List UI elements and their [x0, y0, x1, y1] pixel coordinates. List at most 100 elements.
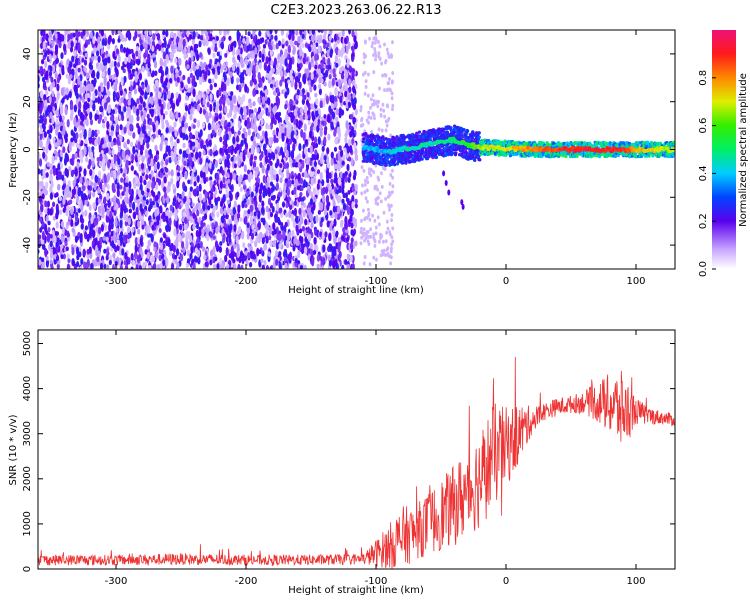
spectrogram-cell [215, 226, 219, 235]
spectrogram-cell [195, 151, 199, 160]
spectrogram-cell [207, 122, 211, 131]
spectrogram-cell [192, 30, 196, 40]
spectrogram-cell [90, 262, 94, 269]
spectrogram-cell [153, 246, 157, 252]
spectrogram-cell [279, 146, 284, 156]
spectrogram-cell [202, 171, 206, 180]
spectrogram-cell [97, 176, 101, 186]
spectrogram-cell [76, 261, 80, 268]
spectrogram-cell [304, 42, 309, 48]
spectrogram-cell [322, 256, 326, 266]
spectrogram-cell [293, 186, 297, 195]
spectrogram-cell [148, 191, 152, 198]
spectrogram-cell [251, 52, 255, 59]
spectrogram-cell [335, 62, 339, 68]
spectrogram-cell [97, 136, 101, 146]
spectrogram-cell [108, 104, 112, 111]
spectrogram-cell [262, 96, 266, 105]
spectrogram-cell [70, 169, 74, 178]
spectrogram-cell [184, 112, 188, 117]
spectrogram-cell [53, 149, 58, 155]
spectrogram-cell [127, 106, 131, 115]
spectrogram-cell [309, 242, 313, 250]
spectrogram-cell [344, 55, 348, 61]
spectrogram-cell [134, 75, 138, 83]
spectrogram-cell [131, 52, 136, 59]
spectrogram-cell [195, 146, 199, 152]
spectrogram-cell [327, 133, 331, 141]
spectrogram-cell [105, 231, 109, 237]
spectrogram-cell [307, 207, 311, 216]
spectrogram-cell [125, 161, 129, 170]
spectrogram-cell [163, 39, 167, 49]
spectrogram-cell [84, 199, 88, 206]
spectrogram-cell [79, 214, 83, 224]
spectrogram-cell [249, 102, 253, 109]
spectrogram-cell [182, 142, 186, 149]
spectrogram-cell [209, 58, 213, 65]
spectrogram-cell [262, 44, 267, 49]
spectrogram-cell [352, 85, 356, 93]
spectrogram-cell [317, 45, 321, 54]
spectrogram-cell [152, 33, 156, 42]
spectrogram-cell [354, 203, 358, 209]
spectrogram-cell [92, 69, 96, 79]
spectrogram-cell [38, 195, 43, 203]
spectrogram-cell [137, 228, 141, 235]
spectrogram-cell [335, 88, 339, 97]
spectrogram-cell [52, 201, 56, 208]
spectrogram-cell [60, 243, 64, 249]
spectrogram-cell [84, 138, 88, 145]
spectrogram-cell [89, 119, 94, 126]
spectrogram-cell [271, 205, 275, 213]
spectrogram-cell [348, 30, 352, 35]
spectrogram-cell [61, 184, 66, 191]
spectrogram-cell [178, 193, 182, 199]
spectrogram-cell [335, 116, 339, 123]
spectrogram-cell [216, 122, 220, 130]
spectrogram-cell [182, 74, 186, 81]
spectrogram-cell [258, 125, 262, 132]
spectrogram-cell [154, 70, 158, 77]
spectrogram-cell [214, 198, 218, 206]
spectrogram-cell [310, 207, 314, 212]
spectrogram-cell [120, 96, 124, 104]
spectrogram-cell [79, 86, 83, 95]
spectrogram-cell [75, 122, 79, 129]
spectrogram-cell [257, 96, 261, 104]
spectrogram-cell [167, 170, 171, 176]
spectrogram-cell [232, 64, 236, 72]
spectrogram-cell [237, 130, 241, 136]
spectrogram-cell [268, 105, 272, 113]
spectrogram-cell [170, 140, 174, 148]
spectrogram-cell [208, 78, 212, 84]
spectrogram-cell [199, 51, 203, 58]
spectrogram-cell [253, 35, 257, 43]
spectrogram-cell [53, 166, 57, 176]
spectrogram-cell [106, 97, 110, 103]
spectrogram-cell [187, 76, 191, 85]
spectrogram-cell [64, 106, 68, 116]
spectrogram-cell [137, 58, 141, 65]
spectrogram-cell [69, 74, 73, 79]
spectrogram-cell [236, 243, 240, 250]
spectrogram-cell [185, 95, 189, 101]
spectrogram-cell [252, 131, 256, 138]
spectrogram-cell [150, 96, 154, 106]
spectrogram-cell [133, 88, 138, 95]
spectrogram-cell [112, 263, 116, 269]
spectrogram-cell [159, 57, 163, 66]
spectrogram-cell [261, 206, 265, 215]
spectrogram-cell [333, 235, 337, 245]
spectrogram-cell [224, 52, 228, 58]
spectrogram-cell [216, 211, 220, 218]
spectrogram-cell [97, 55, 101, 63]
spectrogram-cell [194, 103, 198, 109]
spectrogram-cell [60, 52, 64, 60]
spectrogram-cell [69, 199, 73, 205]
spectrogram-cell [260, 258, 264, 263]
spectrogram-cell [205, 162, 209, 168]
spectrogram-cell [240, 106, 244, 116]
spectrogram-cell [290, 149, 295, 157]
spectrogram-cell [229, 193, 233, 202]
